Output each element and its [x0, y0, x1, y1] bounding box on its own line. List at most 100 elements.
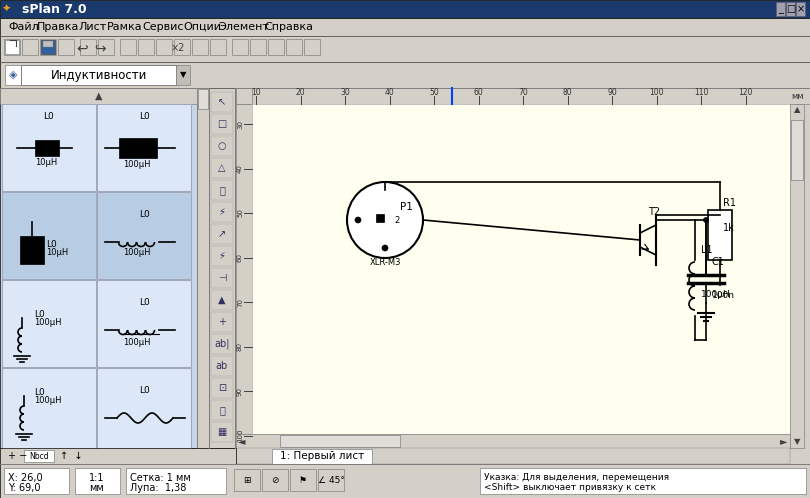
Text: ▼: ▼ [794, 438, 800, 447]
Bar [35, 140, 59, 156]
Text: ⚑: ⚑ [299, 476, 307, 485]
Bar [376, 214, 384, 222]
Bar [211, 312, 233, 332]
Text: 40: 40 [237, 164, 243, 173]
Text: P1: P1 [400, 202, 413, 212]
Bar [210, 39, 226, 55]
Bar [211, 378, 233, 398]
Bar [211, 224, 233, 244]
Bar [211, 422, 233, 442]
Text: sPlan 7.0: sPlan 7.0 [22, 2, 87, 15]
Bar [198, 89, 208, 109]
Text: 100μH: 100μH [123, 248, 151, 257]
Bar [58, 39, 74, 55]
Text: ∠ 45°: ∠ 45° [318, 476, 344, 485]
Text: ►: ► [780, 436, 788, 446]
Bar [211, 268, 233, 288]
Bar [209, 88, 235, 448]
Bar [2, 368, 96, 455]
Text: 110: 110 [694, 88, 708, 97]
Bar [174, 39, 190, 55]
Text: □: □ [217, 119, 227, 129]
Text: ab|: ab| [215, 339, 230, 349]
Bar [236, 88, 810, 104]
Text: 100μH: 100μH [34, 396, 62, 405]
Text: ↩: ↩ [76, 41, 87, 55]
Text: Рамка: Рамка [107, 22, 143, 32]
Text: L0: L0 [139, 112, 149, 121]
Text: 80: 80 [563, 88, 573, 97]
Text: 100μH: 100μH [34, 318, 62, 327]
Bar [234, 469, 260, 491]
Text: ▼: ▼ [180, 71, 186, 80]
Text: L1: L1 [701, 245, 713, 255]
Bar [280, 435, 400, 447]
Text: ▦: ▦ [217, 427, 227, 437]
Text: 50: 50 [429, 88, 439, 97]
Bar [232, 39, 248, 55]
Bar [211, 290, 233, 310]
Bar [21, 65, 176, 85]
Bar [98, 39, 114, 55]
Bar [290, 469, 316, 491]
Bar [80, 39, 96, 55]
Bar [41, 40, 55, 54]
Text: T2: T2 [648, 207, 660, 217]
Text: L0: L0 [139, 386, 149, 395]
Text: мм: мм [791, 92, 804, 101]
Text: ○: ○ [218, 141, 226, 151]
Text: 1k: 1k [723, 223, 735, 233]
Circle shape [355, 217, 361, 223]
Bar [138, 39, 154, 55]
Bar [0, 448, 236, 464]
Bar [156, 39, 172, 55]
Text: ⚡: ⚡ [219, 207, 225, 217]
Text: 100μH: 100μH [123, 338, 151, 347]
Text: ⚡: ⚡ [219, 251, 225, 261]
Text: Nbcd: Nbcd [29, 452, 49, 461]
Bar [211, 136, 233, 156]
Bar [236, 88, 252, 104]
Bar [252, 104, 794, 434]
Text: 50: 50 [237, 209, 243, 218]
Text: 10μH: 10μH [35, 158, 58, 167]
Bar [211, 158, 233, 178]
Bar [43, 41, 53, 47]
Text: + −: + − [8, 451, 28, 461]
Bar [120, 39, 136, 55]
Bar [790, 104, 804, 448]
Text: Y: 69,0: Y: 69,0 [8, 483, 40, 493]
Text: ▲: ▲ [794, 106, 800, 115]
Bar [0, 62, 810, 88]
Bar [0, 88, 197, 104]
Text: ⊣: ⊣ [218, 273, 226, 283]
Text: ⌒: ⌒ [219, 185, 225, 195]
Text: Элемент: Элемент [218, 22, 269, 32]
Text: L0: L0 [44, 112, 54, 121]
Bar [211, 180, 233, 200]
Text: ↪: ↪ [94, 41, 106, 55]
Bar [236, 448, 790, 464]
Bar [97, 280, 191, 367]
Text: _: _ [778, 4, 783, 14]
Text: L0: L0 [139, 210, 149, 219]
Text: 100μH: 100μH [123, 160, 151, 169]
Bar [250, 39, 266, 55]
Text: ◈: ◈ [9, 70, 17, 80]
Bar [211, 246, 233, 266]
Text: 30: 30 [237, 120, 243, 128]
Text: +: + [218, 317, 226, 327]
Text: Справка: Справка [265, 22, 313, 32]
Bar [318, 469, 344, 491]
Text: 1:1: 1:1 [89, 473, 104, 483]
Bar [97, 104, 191, 191]
Text: ⊘: ⊘ [271, 476, 279, 485]
Text: ▲: ▲ [218, 295, 226, 305]
Text: 🔍: 🔍 [219, 405, 225, 415]
Bar [197, 88, 209, 448]
Bar [776, 2, 785, 16]
Text: 100n: 100n [712, 291, 735, 300]
Bar [75, 468, 120, 494]
Text: Опции: Опции [183, 22, 221, 32]
Bar [0, 18, 810, 36]
